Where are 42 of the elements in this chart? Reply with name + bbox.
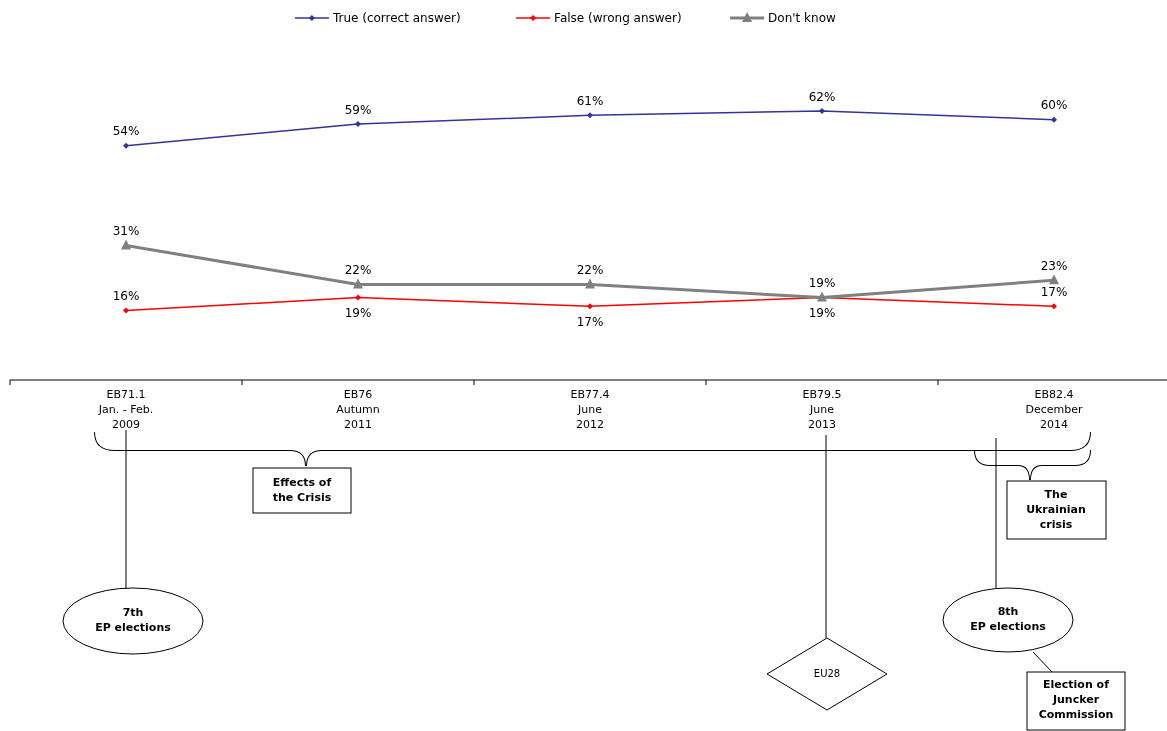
legend-label: False (wrong answer): [554, 10, 682, 25]
data-label: 17%: [1040, 284, 1068, 299]
point: [819, 108, 825, 114]
point: [1051, 303, 1057, 310]
data-label: 54%: [112, 124, 140, 139]
text-box: Effects of the Crisis: [252, 467, 352, 514]
point: [1049, 274, 1059, 285]
point: [585, 278, 595, 289]
point: [355, 294, 361, 301]
ellipse-callout: 8th EP elections: [942, 587, 1074, 653]
x-tick-label: EB79.5 June 2013: [802, 388, 842, 431]
x-tick-label: EB77.4 June 2012: [570, 388, 610, 431]
x-tick-label: EB82.4 December 2014: [1025, 388, 1083, 431]
legend-label: True (correct answer): [331, 10, 461, 25]
point: [587, 303, 593, 310]
data-label: 19%: [808, 276, 836, 291]
data-label: 19%: [808, 306, 836, 321]
point: [587, 112, 593, 119]
data-label: 60%: [1040, 98, 1068, 113]
data-label: 59%: [344, 102, 372, 117]
data-label: 61%: [576, 93, 604, 108]
ellipse-callout: 7th EP elections: [62, 587, 204, 655]
x-tick-label: EB71.1 Jan. - Feb. 2009: [97, 388, 154, 431]
data-label: 22%: [576, 263, 604, 278]
diamond-callout: EU28: [766, 637, 888, 711]
data-label: 19%: [344, 306, 372, 321]
data-label: 16%: [112, 289, 140, 304]
point: [355, 121, 361, 128]
data-label: 23%: [1040, 258, 1068, 273]
legend-label: Don't know: [768, 10, 836, 25]
data-label: 22%: [344, 263, 372, 278]
point: [121, 239, 131, 250]
text-box: Election of Juncker Commission: [1026, 671, 1126, 731]
point: [353, 278, 363, 289]
data-label: 62%: [808, 89, 836, 104]
point: [1051, 116, 1057, 123]
x-tick-label: EB76 Autumn 2011: [336, 388, 380, 431]
data-label: 31%: [112, 224, 140, 238]
data-label: 17%: [576, 314, 604, 329]
point: [123, 142, 129, 149]
text-box: The Ukrainian crisis: [1006, 480, 1107, 540]
point: [123, 307, 129, 314]
